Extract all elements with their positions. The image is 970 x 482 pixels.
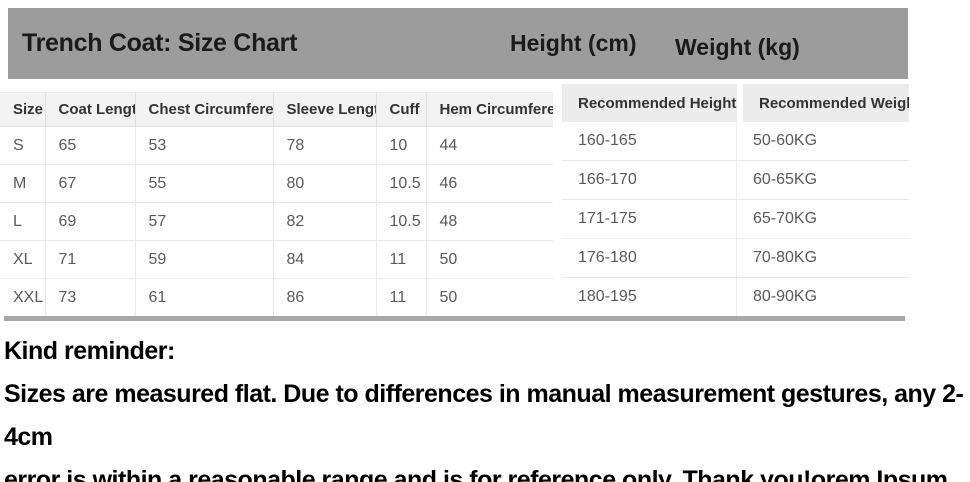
table-cell: 61 xyxy=(135,278,274,316)
table-row: XL 71 59 84 11 50 xyxy=(0,240,553,279)
column-header-sleeve-length: Sleeve Length xyxy=(273,92,377,127)
table-cell: 11 xyxy=(376,278,427,316)
table-cell: 55 xyxy=(135,164,274,203)
column-header-recommended-height: Recommended Height (cm) xyxy=(562,84,737,122)
table-row: 171-175 65-70KG xyxy=(562,200,909,239)
table-row: 180-195 80-90KG xyxy=(562,278,909,316)
table-cell: 57 xyxy=(135,202,274,241)
table-row: 166-170 60-65KG xyxy=(562,161,909,200)
reminder-text-line-2: error is within a reasonable range and i… xyxy=(4,466,948,482)
table-cell: 70-80KG xyxy=(737,239,909,278)
table-cell: 69 xyxy=(45,202,136,241)
table-cell: 46 xyxy=(426,164,553,203)
table-cell: 53 xyxy=(135,126,274,165)
column-header-recommended-weight: Recommended Weight (kg) xyxy=(737,84,909,122)
table-cell: 65-70KG xyxy=(737,200,909,239)
table-cell: 60-65KG xyxy=(737,161,909,200)
column-header-cuff: Cuff xyxy=(376,92,427,127)
table-cell: 180-195 xyxy=(562,278,737,316)
table-cell: 44 xyxy=(426,126,553,165)
table-cell: 86 xyxy=(273,278,377,316)
table-cell: L xyxy=(0,202,46,241)
table-row: 176-180 70-80KG xyxy=(562,239,909,278)
weight-unit-label: Weight (kg) xyxy=(675,34,800,60)
table-cell: 80 xyxy=(273,164,377,203)
table-cell: 10 xyxy=(376,126,427,165)
table-cell: 80-90KG xyxy=(737,278,909,316)
table-cell: 10.5 xyxy=(376,164,427,203)
table-cell: 10.5 xyxy=(376,202,427,241)
table-cell: 50 xyxy=(426,240,553,279)
table-row: L 69 57 82 10.5 48 xyxy=(0,202,553,241)
kind-reminder-note: Kind reminder: Sizes are measured flat. … xyxy=(4,330,970,482)
table-cell: 50-60KG xyxy=(737,122,909,161)
table-row: S 65 53 78 10 44 xyxy=(0,126,553,165)
table-cell: 171-175 xyxy=(562,200,737,239)
table-cell: 176-180 xyxy=(562,239,737,278)
recommendation-table-header: Recommended Height (cm) Recommended Weig… xyxy=(562,84,909,122)
column-header-hem-circumference: Hem Circumference xyxy=(426,92,553,127)
column-header-size: Size xyxy=(0,92,46,127)
column-header-coat-length: Coat Length xyxy=(45,92,136,127)
size-measurements-table: Size Coat Length Chest Circumference Sle… xyxy=(0,92,553,316)
table-cell: 73 xyxy=(45,278,136,316)
table-cell: 82 xyxy=(273,202,377,241)
table-cell: 166-170 xyxy=(562,161,737,200)
recommendation-table-body: 160-165 50-60KG 166-170 60-65KG 171-175 65-70… xyxy=(562,122,909,316)
table-cell: XXL xyxy=(0,278,46,316)
table-row: XXL 73 61 86 11 50 xyxy=(0,278,553,316)
size-table-body: S 65 53 78 10 44 M 67 55 80 10.5 46 L 69 57 82 10.5 48 XL 7… xyxy=(0,126,553,316)
table-bottom-divider xyxy=(4,316,905,321)
table-cell: XL xyxy=(0,240,46,279)
table-cell: 65 xyxy=(45,126,136,165)
page-title: Trench Coat: Size Chart xyxy=(22,29,298,57)
table-cell: 11 xyxy=(376,240,427,279)
table-cell: M xyxy=(0,164,46,203)
table-cell: 59 xyxy=(135,240,274,279)
reminder-heading: Kind reminder: xyxy=(4,337,175,365)
table-header-row: Size Coat Length Chest Circumference Sle… xyxy=(0,92,553,127)
table-cell: 50 xyxy=(426,278,553,316)
size-table-header: Size Coat Length Chest Circumference Sle… xyxy=(0,92,553,127)
table-cell: 84 xyxy=(273,240,377,279)
table-cell: 48 xyxy=(426,202,553,241)
table-cell: 78 xyxy=(273,126,377,165)
table-row: M 67 55 80 10.5 46 xyxy=(0,164,553,203)
table-cell: 71 xyxy=(45,240,136,279)
table-cell: 67 xyxy=(45,164,136,203)
title-bar: Trench Coat: Size Chart Height (cm) Weig… xyxy=(8,8,908,79)
reminder-text-line-1: Sizes are measured flat. Due to differen… xyxy=(4,380,964,451)
column-header-chest-circumference: Chest Circumference xyxy=(135,92,274,127)
table-row: 160-165 50-60KG xyxy=(562,122,909,161)
recommendation-table: Recommended Height (cm) Recommended Weig… xyxy=(562,84,909,316)
table-cell: 160-165 xyxy=(562,122,737,161)
table-header-row: Recommended Height (cm) Recommended Weig… xyxy=(562,84,909,122)
table-cell: S xyxy=(0,126,46,165)
height-unit-label: Height (cm) xyxy=(510,30,637,56)
